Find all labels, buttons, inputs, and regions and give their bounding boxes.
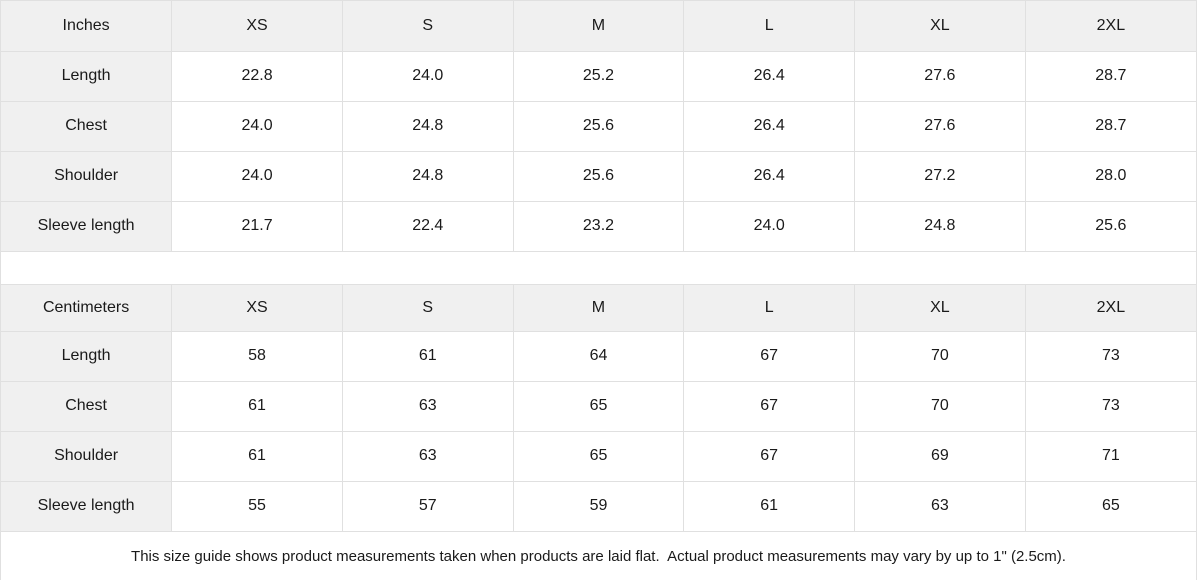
centimeters-table-body: Length 58 61 64 67 70 73 Chest 61 63 65 67 70 73 Shoul… bbox=[1, 331, 1196, 532]
centimeters-table: Centimeters XS S M L XL 2XL Length 58 61 64 67 70 73… bbox=[1, 283, 1196, 532]
measurement-value-cell: 65 bbox=[513, 381, 685, 432]
measurement-label-cell: Length bbox=[1, 51, 173, 102]
measurement-value-cell: 67 bbox=[683, 431, 856, 482]
measurement-row: Shoulder 24.0 24.8 25.6 26.4 27.2 28.0 bbox=[1, 151, 1196, 202]
measurement-value-cell: 27.2 bbox=[854, 151, 1026, 202]
measurement-value-cell: 58 bbox=[171, 331, 343, 382]
measurement-value-cell: 61 bbox=[171, 431, 343, 482]
measurement-value-cell: 28.0 bbox=[1025, 151, 1196, 202]
measurement-value-cell: 25.6 bbox=[1025, 201, 1196, 252]
measurement-value-cell: 24.0 bbox=[683, 201, 856, 252]
measurement-row: Sleeve length 21.7 22.4 23.2 24.0 24.8 25.6 bbox=[1, 201, 1196, 252]
measurement-value-cell: 61 bbox=[683, 481, 856, 532]
inches-header-row: Inches XS S M L XL 2XL bbox=[1, 1, 1196, 52]
measurement-value-cell: 64 bbox=[513, 331, 685, 382]
measurement-value-cell: 73 bbox=[1025, 331, 1196, 382]
measurement-value-cell: 24.0 bbox=[171, 101, 343, 152]
measurement-value-cell: 65 bbox=[1025, 481, 1196, 532]
measurement-value-cell: 26.4 bbox=[683, 51, 856, 102]
measurement-value-cell: 57 bbox=[342, 481, 514, 532]
measurement-value-cell: 67 bbox=[683, 381, 856, 432]
measurement-value-cell: 70 bbox=[854, 381, 1026, 432]
measurement-value-cell: 27.6 bbox=[854, 51, 1026, 102]
size-header-cell: L bbox=[683, 283, 856, 332]
measurement-value-cell: 71 bbox=[1025, 431, 1196, 482]
measurement-value-cell: 24.0 bbox=[171, 151, 343, 202]
measurement-value-cell: 24.8 bbox=[342, 101, 514, 152]
size-header-cell: S bbox=[342, 1, 514, 52]
measurement-row: Chest 24.0 24.8 25.6 26.4 27.6 28.7 bbox=[1, 101, 1196, 152]
measurement-value-cell: 24.8 bbox=[342, 151, 514, 202]
measurement-label-cell: Length bbox=[1, 331, 173, 382]
measurement-row: Sleeve length 55 57 59 61 63 65 bbox=[1, 481, 1196, 532]
size-header-cell: XS bbox=[171, 1, 343, 52]
measurement-value-cell: 63 bbox=[854, 481, 1026, 532]
unit-header-cell: Inches bbox=[1, 1, 173, 52]
size-header-cell: M bbox=[513, 1, 685, 52]
measurement-value-cell: 27.6 bbox=[854, 101, 1026, 152]
measurement-row: Chest 61 63 65 67 70 73 bbox=[1, 381, 1196, 432]
measurement-label-cell: Shoulder bbox=[1, 151, 173, 202]
footer-note: This size guide shows product measuremen… bbox=[1, 531, 1196, 581]
size-header-cell: S bbox=[342, 283, 514, 332]
measurement-value-cell: 26.4 bbox=[683, 151, 856, 202]
measurement-value-cell: 25.6 bbox=[513, 151, 685, 202]
measurement-value-cell: 67 bbox=[683, 331, 856, 382]
measurement-value-cell: 63 bbox=[342, 431, 514, 482]
measurement-label-cell: Chest bbox=[1, 101, 173, 152]
measurement-row: Length 22.8 24.0 25.2 26.4 27.6 28.7 bbox=[1, 51, 1196, 102]
size-header-cell: XS bbox=[171, 283, 343, 332]
inches-table-body: Length 22.8 24.0 25.2 26.4 27.6 28.7 Chest 24.0 2… bbox=[1, 51, 1196, 252]
measurement-row: Length 58 61 64 67 70 73 bbox=[1, 331, 1196, 382]
size-header-cell: M bbox=[513, 283, 685, 332]
measurement-value-cell: 23.2 bbox=[513, 201, 685, 252]
table-gap bbox=[1, 251, 1196, 284]
measurement-row: Shoulder 61 63 65 67 69 71 bbox=[1, 431, 1196, 482]
size-header-cell: 2XL bbox=[1025, 283, 1196, 332]
measurement-value-cell: 55 bbox=[171, 481, 343, 532]
measurement-value-cell: 26.4 bbox=[683, 101, 856, 152]
measurement-value-cell: 59 bbox=[513, 481, 685, 532]
unit-header-cell: Centimeters bbox=[1, 283, 173, 332]
measurement-value-cell: 61 bbox=[342, 331, 514, 382]
measurement-value-cell: 65 bbox=[513, 431, 685, 482]
measurement-value-cell: 69 bbox=[854, 431, 1026, 482]
measurement-value-cell: 25.2 bbox=[513, 51, 685, 102]
size-header-cell: L bbox=[683, 1, 856, 52]
measurement-value-cell: 22.8 bbox=[171, 51, 343, 102]
measurement-label-cell: Chest bbox=[1, 381, 173, 432]
measurement-value-cell: 28.7 bbox=[1025, 101, 1196, 152]
measurement-value-cell: 28.7 bbox=[1025, 51, 1196, 102]
size-header-cell: 2XL bbox=[1025, 1, 1196, 52]
measurement-value-cell: 61 bbox=[171, 381, 343, 432]
measurement-value-cell: 25.6 bbox=[513, 101, 685, 152]
size-header-cell: XL bbox=[854, 1, 1026, 52]
measurement-label-cell: Shoulder bbox=[1, 431, 173, 482]
inches-table: Inches XS S M L XL 2XL Length 22.8 24.0 25.2 26.4 2… bbox=[1, 1, 1196, 252]
measurement-value-cell: 24.8 bbox=[854, 201, 1026, 252]
measurement-value-cell: 24.0 bbox=[342, 51, 514, 102]
measurement-label-cell: Sleeve length bbox=[1, 201, 173, 252]
measurement-value-cell: 63 bbox=[342, 381, 514, 432]
centimeters-header-row: Centimeters XS S M L XL 2XL bbox=[1, 283, 1196, 332]
size-header-cell: XL bbox=[854, 283, 1026, 332]
measurement-label-cell: Sleeve length bbox=[1, 481, 173, 532]
measurement-value-cell: 22.4 bbox=[342, 201, 514, 252]
measurement-value-cell: 21.7 bbox=[171, 201, 343, 252]
measurement-value-cell: 70 bbox=[854, 331, 1026, 382]
measurement-value-cell: 73 bbox=[1025, 381, 1196, 432]
